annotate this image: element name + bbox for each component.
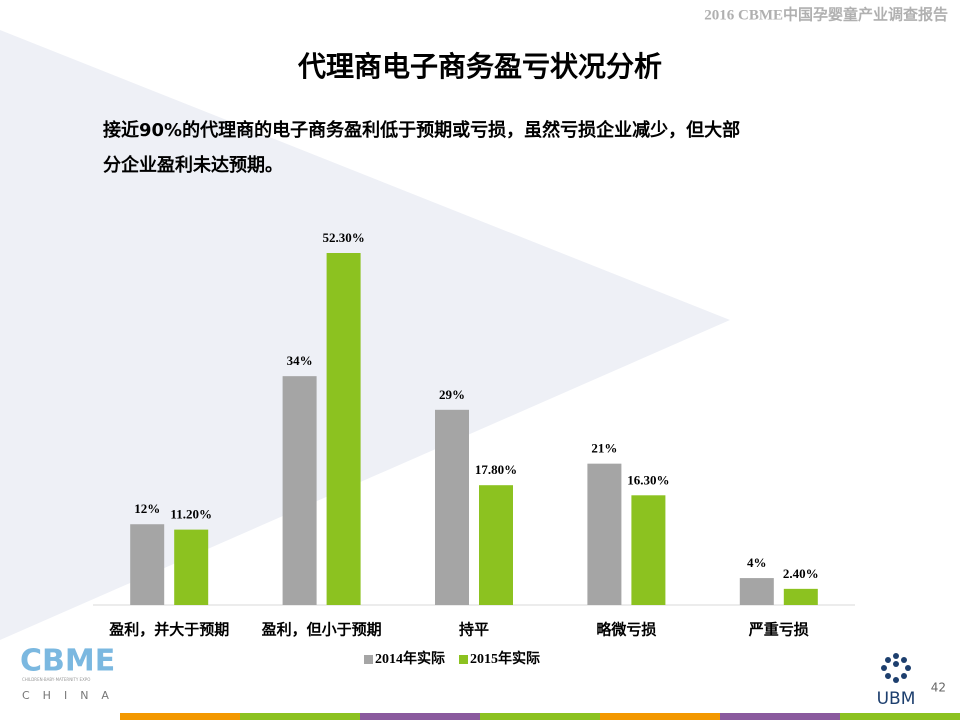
legend-label: 2014年实际 <box>375 650 445 667</box>
x-tick-label: 盈利，并大于预期 <box>108 621 229 639</box>
value-label: 2.40% <box>783 566 819 581</box>
background-shape <box>0 30 730 640</box>
cbme-tagline: CHILDREN·BABY·MATERNITY EXPO <box>22 677 90 682</box>
value-label: 52.30% <box>322 230 364 245</box>
bar <box>587 463 622 605</box>
ubm-logo: UBM <box>877 689 916 709</box>
ubm-dots <box>881 653 911 683</box>
cbme-logo: CBME <box>20 644 115 679</box>
value-label: 12% <box>134 501 160 516</box>
bar <box>479 485 513 605</box>
bar <box>783 588 818 605</box>
value-label: 29% <box>439 387 465 402</box>
legend-swatch <box>364 655 373 664</box>
value-label: 4% <box>747 555 767 570</box>
cbme-region: CHINA <box>22 689 122 702</box>
legend-label: 2015年实际 <box>470 650 540 667</box>
slide-title: 代理商电子商务盈亏状况分析 <box>297 50 662 83</box>
x-tick-label: 略微亏损 <box>596 621 656 639</box>
value-label: 34% <box>287 353 313 368</box>
subtitle-line: 接近90%的代理商的电子商务盈利低于预期或亏损，虽然亏损企业减少，但大部 <box>103 119 740 141</box>
value-label: 17.80% <box>475 462 517 477</box>
legend-swatch <box>459 655 468 664</box>
bar <box>282 376 317 605</box>
x-tick-label: 严重亏损 <box>748 621 809 639</box>
value-label: 21% <box>591 441 617 456</box>
subtitle-line: 分企业盈利未达预期。 <box>103 154 283 176</box>
x-tick-label: 持平 <box>459 621 489 639</box>
footer-strip <box>120 713 960 720</box>
x-tick-label: 盈利，但小于预期 <box>261 621 382 639</box>
value-label: 16.30% <box>627 472 669 487</box>
value-label: 11.20% <box>170 507 212 522</box>
bar <box>739 578 774 605</box>
bar <box>326 253 361 605</box>
bar <box>435 409 469 605</box>
bar <box>130 524 165 605</box>
page-number: 42 <box>931 681 946 695</box>
bar <box>174 529 209 605</box>
bar <box>631 495 666 605</box>
report-title: 2016 CBME中国孕婴童产业调查报告 <box>704 5 948 23</box>
